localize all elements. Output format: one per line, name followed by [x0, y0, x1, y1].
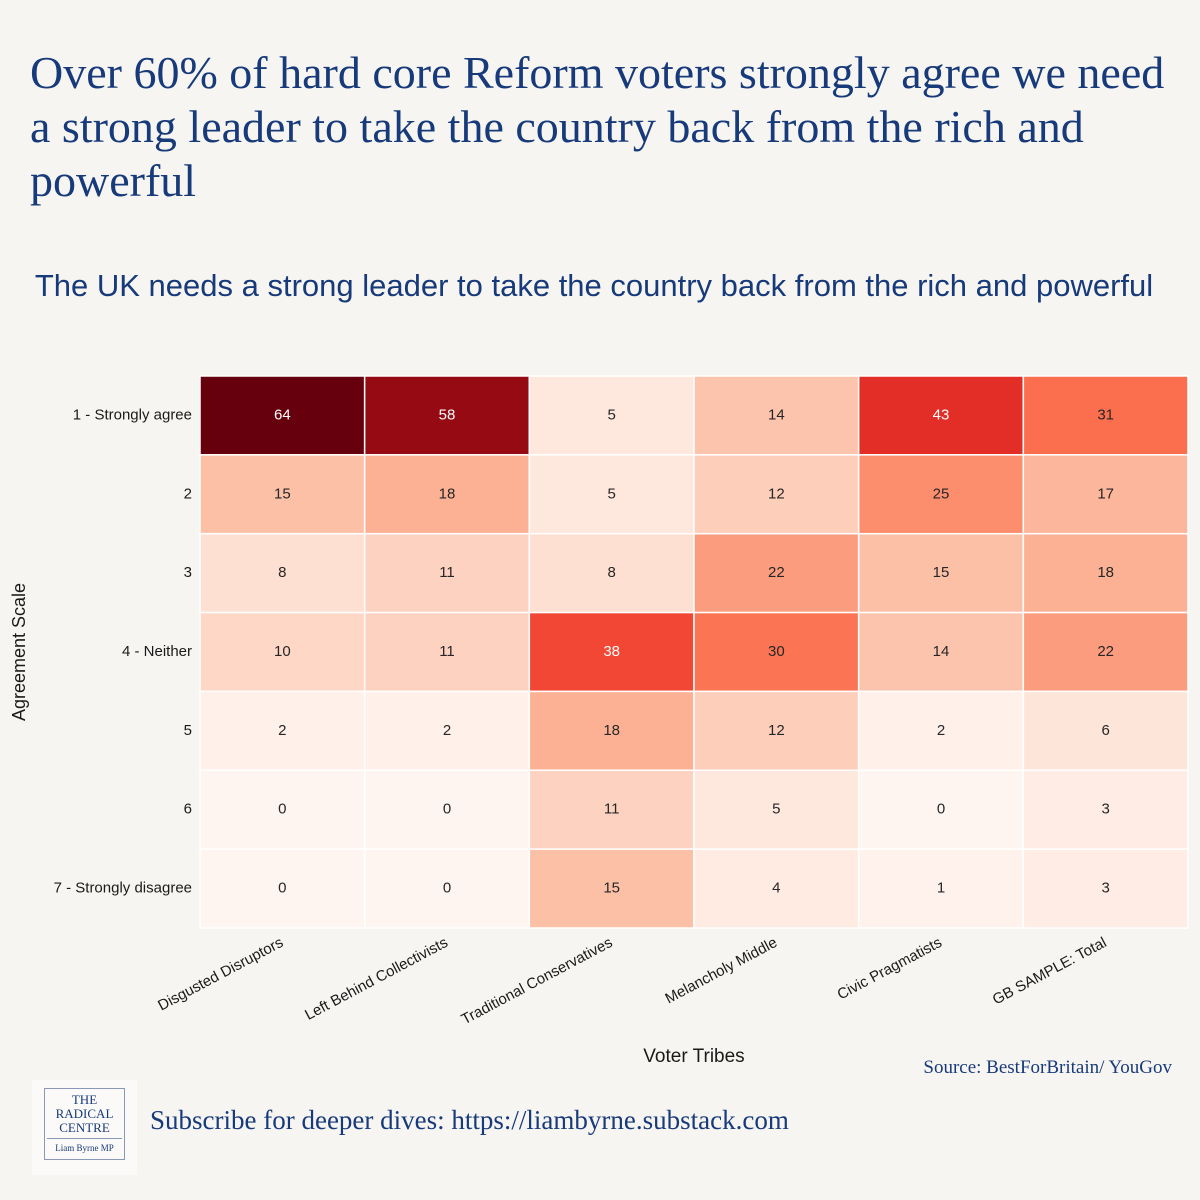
y-tick-label: 7 - Strongly disagree [54, 880, 192, 897]
heat-cell [528, 769, 695, 850]
heat-cell [1022, 769, 1189, 850]
cell-label: 43 [933, 406, 950, 423]
cell-label: 2 [443, 722, 451, 739]
logo-line: THE [71, 1092, 98, 1107]
cell-label: 31 [1097, 406, 1114, 423]
cell-label: 64 [274, 406, 291, 423]
heat-cell [1022, 532, 1189, 614]
cell-label: 5 [772, 801, 780, 818]
cell-label: 0 [443, 801, 451, 818]
x-axis-label: Voter Tribes [643, 1046, 744, 1067]
cell-label: 8 [607, 564, 615, 581]
cell-label: 0 [443, 880, 451, 897]
y-tick-label: 3 [184, 564, 192, 581]
heat-cell [693, 848, 860, 929]
heat-cell [363, 848, 531, 929]
logo-line: CENTRE [59, 1120, 110, 1135]
cell-label: 22 [1097, 643, 1114, 660]
x-tick-label: Traditional Conservatives [458, 934, 615, 1028]
heat-cell [857, 454, 1025, 535]
cell-label: 6 [1101, 722, 1109, 739]
cell-label: 2 [937, 722, 945, 739]
cell-label: 5 [607, 485, 615, 502]
heat-cell [693, 454, 860, 535]
cell-label: 5 [607, 406, 615, 423]
cell-label: 22 [768, 564, 785, 581]
headline: Over 60% of hard core Reform voters stro… [30, 47, 1165, 206]
heat-cell [199, 454, 366, 535]
heat-cell [857, 769, 1025, 850]
logo-line: RADICAL [55, 1106, 114, 1121]
y-tick-label: 6 [184, 801, 192, 818]
heat-cell [857, 848, 1025, 929]
heat-cell [1022, 454, 1189, 535]
y-tick-label: 4 - Neither [122, 643, 192, 660]
cell-label: 3 [1101, 880, 1109, 897]
cell-label: 17 [1097, 485, 1114, 502]
heat-cell [363, 769, 531, 850]
cell-label: 0 [278, 801, 286, 818]
logo-box: THE RADICAL CENTRE Liam Byrne MP [44, 1088, 125, 1160]
logo: THE RADICAL CENTRE Liam Byrne MP [32, 1080, 137, 1175]
cell-label: 0 [278, 880, 286, 897]
x-tick-label: Civic Pragmatists [834, 934, 944, 1003]
heat-cell [363, 690, 531, 772]
heat-cell [528, 690, 695, 772]
logo-byline: Liam Byrne MP [47, 1138, 122, 1155]
heat-cell [363, 611, 531, 693]
cell-label: 15 [603, 880, 620, 897]
heat-cell [528, 454, 695, 535]
cell-label: 8 [278, 564, 286, 581]
cell-label: 15 [274, 485, 291, 502]
cell-label: 25 [933, 485, 950, 502]
cell-label: 11 [604, 801, 620, 818]
x-tick-label: GB SAMPLE: Total [990, 934, 1110, 1008]
heat-cell [857, 532, 1025, 614]
subscribe: Subscribe for deeper dives: https://liam… [150, 1105, 789, 1135]
cell-label: 30 [768, 643, 785, 660]
x-tick-label: Melancholy Middle [662, 934, 780, 1007]
cell-label: 12 [768, 722, 785, 739]
cell-label: 15 [933, 564, 950, 581]
cell-label: 18 [603, 722, 620, 739]
source: Source: BestForBritain/ YouGov [923, 1057, 1172, 1078]
cell-label: 3 [1101, 801, 1109, 818]
y-axis-label: Agreement Scale [9, 583, 29, 721]
cell-label: 18 [439, 485, 456, 502]
x-tick-label: Left Behind Collectivists [302, 934, 451, 1024]
cell-label: 11 [439, 643, 455, 660]
cell-label: 0 [937, 801, 945, 818]
heat-cell [1022, 848, 1189, 929]
cell-label: 11 [439, 564, 455, 581]
heat-cell [199, 848, 366, 929]
y-tick-label: 5 [184, 722, 192, 739]
cell-label: 10 [274, 643, 291, 660]
heat-cell [857, 690, 1025, 772]
cell-label: 4 [772, 880, 780, 897]
cell-label: 12 [768, 485, 785, 502]
heat-cell [528, 375, 695, 456]
chart-title: The UK needs a strong leader to take the… [34, 268, 1154, 303]
heat-cell [1022, 690, 1189, 772]
cell-label: 38 [603, 643, 620, 660]
cell-label: 18 [1097, 564, 1114, 581]
x-tick-label: Disgusted Disruptors [155, 934, 286, 1014]
cell-label: 14 [933, 643, 950, 660]
y-tick-label: 1 - Strongly agree [73, 406, 192, 423]
heat-cell [693, 375, 860, 456]
cell-label: 1 [937, 880, 945, 897]
heat-cell [693, 532, 860, 614]
cell-label: 2 [278, 722, 286, 739]
heat-cell [1022, 611, 1189, 693]
cell-label: 14 [768, 406, 785, 423]
cell-label: 58 [439, 406, 456, 423]
heat-cell [363, 375, 531, 456]
heat-cell [199, 375, 366, 456]
heat-cell [693, 611, 860, 693]
y-tick-label: 2 [184, 485, 192, 502]
